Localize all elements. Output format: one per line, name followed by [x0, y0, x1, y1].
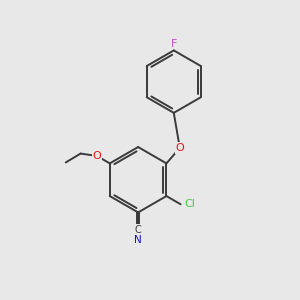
Text: C: C	[135, 225, 142, 235]
Text: O: O	[93, 151, 101, 161]
Text: Cl: Cl	[184, 199, 195, 208]
Text: N: N	[134, 235, 142, 245]
Text: O: O	[176, 143, 184, 153]
Text: F: F	[171, 39, 177, 49]
